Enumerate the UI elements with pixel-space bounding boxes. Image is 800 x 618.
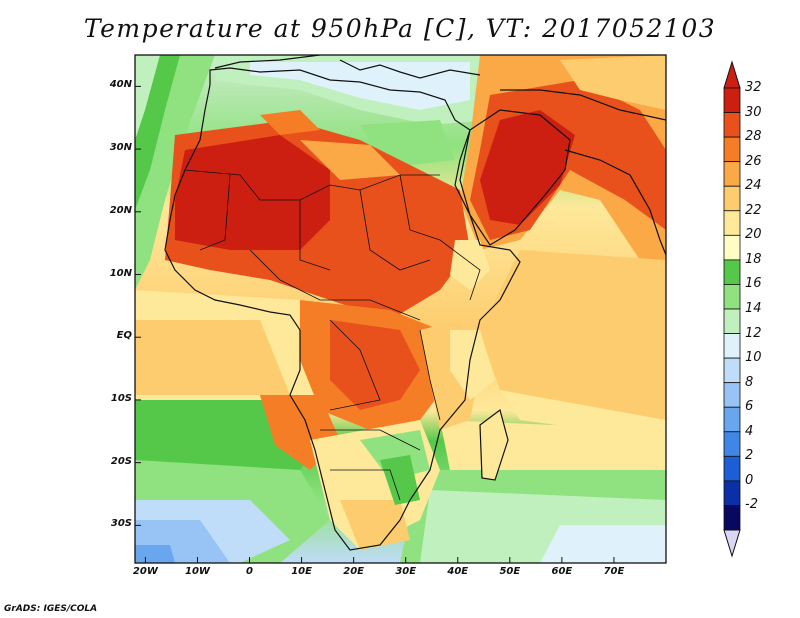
colorbar-label: 26 bbox=[745, 153, 762, 169]
colorbar-swatch bbox=[723, 136, 741, 163]
lon-tick-label: 40E bbox=[447, 566, 469, 577]
lon-tick-label: 30E bbox=[395, 566, 417, 577]
lon-tick-label: 70E bbox=[603, 566, 625, 577]
lat-tick-label: 40N bbox=[109, 79, 132, 91]
lon-tick-label: 20E bbox=[343, 566, 365, 577]
colorbar-swatch bbox=[723, 234, 741, 261]
lon-tick-label: 60E bbox=[551, 566, 573, 577]
colorbar-swatch bbox=[723, 382, 741, 408]
country-borders bbox=[184, 169, 481, 501]
grads-credit: GrADS: IGES/COLA bbox=[4, 604, 98, 614]
colorbar-swatch bbox=[723, 455, 741, 482]
colorbar-swatch bbox=[723, 357, 741, 384]
colorbar-swatch bbox=[723, 333, 741, 359]
lon-tick-label: 10E bbox=[291, 566, 312, 577]
colorbar-swatch bbox=[723, 406, 741, 433]
colorbar-label: 22 bbox=[745, 202, 762, 218]
lon-tick-label: 10W bbox=[184, 566, 210, 577]
colorbar-swatch bbox=[723, 210, 741, 236]
axis-ticks bbox=[135, 85, 615, 563]
colorbar-label: 4 bbox=[745, 423, 754, 439]
colorbar-swatch bbox=[723, 284, 741, 310]
colorbar-label: 10 bbox=[745, 350, 762, 366]
lon-tick-label: 0 bbox=[246, 566, 253, 577]
colorbar-swatch bbox=[723, 161, 741, 187]
colorbar-label: 24 bbox=[745, 178, 762, 194]
colorbar-swatch bbox=[723, 308, 741, 334]
lat-tick-label: 30N bbox=[109, 142, 132, 154]
colorbar-over-arrow bbox=[723, 60, 741, 89]
lat-tick-label: EQ bbox=[116, 330, 132, 342]
colorbar-label: 2 bbox=[745, 448, 754, 464]
colorbar-swatch bbox=[723, 431, 741, 457]
colorbar-label: 18 bbox=[745, 251, 762, 267]
colorbar-swatch bbox=[723, 505, 741, 531]
colorbar-label: 28 bbox=[745, 129, 762, 145]
lat-tick-label: 10S bbox=[110, 392, 132, 404]
temperature-field bbox=[135, 55, 666, 563]
colorbar-label: 32 bbox=[745, 80, 762, 95]
colorbar-label: 8 bbox=[745, 374, 754, 390]
map-frame bbox=[134, 54, 667, 564]
colorbar-swatch bbox=[723, 259, 741, 285]
colorbar bbox=[723, 60, 741, 558]
lon-tick-label: 50E bbox=[499, 566, 521, 577]
lon-tick-label: 20W bbox=[132, 566, 158, 577]
colorbar-swatch bbox=[723, 185, 741, 212]
colorbar-label: 30 bbox=[745, 104, 762, 120]
colorbar-label: 16 bbox=[745, 276, 762, 292]
colorbar-label: 14 bbox=[745, 301, 762, 316]
colorbar-label: 0 bbox=[745, 472, 754, 488]
lat-tick-label: 20S bbox=[110, 455, 132, 467]
lat-tick-label: 20N bbox=[109, 204, 132, 216]
chart-title: Temperature at 950hPa [C], VT: 201705210… bbox=[83, 14, 717, 43]
colorbar-swatch bbox=[723, 480, 741, 506]
lat-tick-label: 30S bbox=[110, 518, 132, 530]
colorbar-swatch bbox=[723, 112, 741, 138]
coastlines bbox=[164, 55, 666, 551]
lat-tick-label: 10N bbox=[109, 267, 132, 279]
colorbar-swatch bbox=[723, 87, 741, 113]
colorbar-label: 6 bbox=[745, 399, 754, 415]
colorbar-label: 12 bbox=[745, 325, 762, 341]
colorbar-label: 20 bbox=[745, 227, 762, 243]
colorbar-label: -2 bbox=[745, 497, 758, 513]
colorbar-under-arrow bbox=[723, 529, 741, 558]
